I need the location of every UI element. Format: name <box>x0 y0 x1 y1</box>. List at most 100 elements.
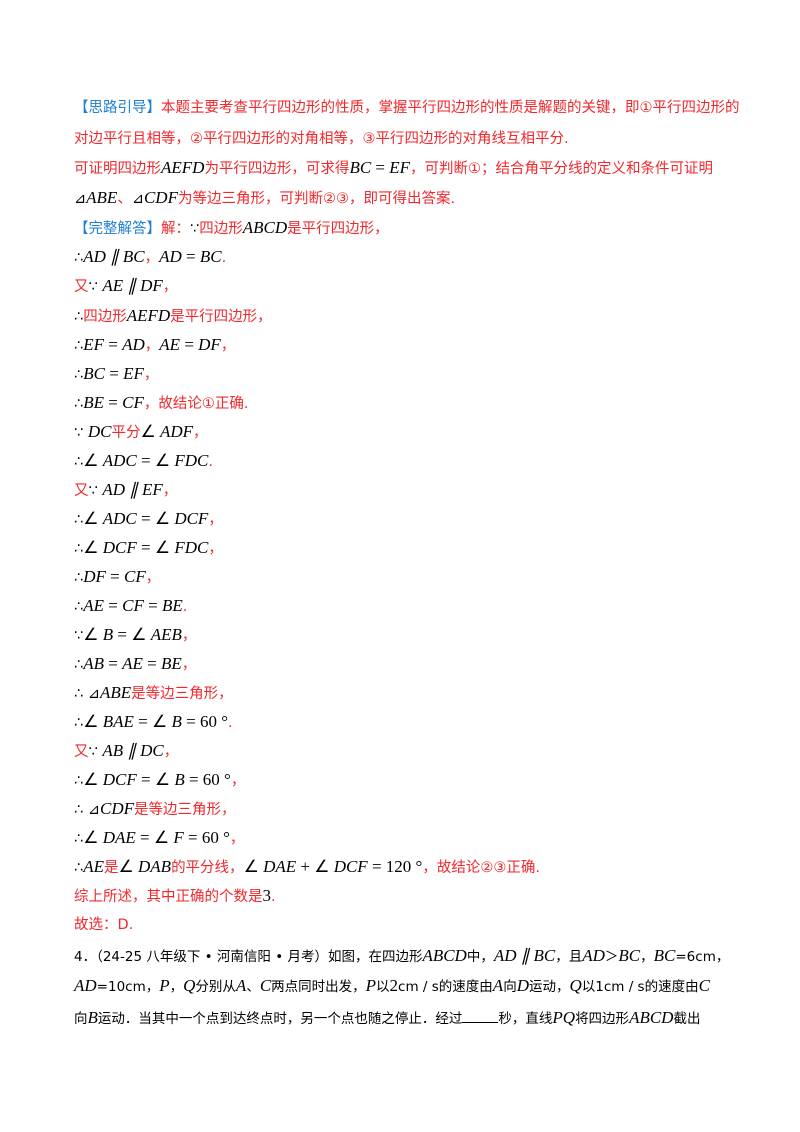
math-expression: AD <box>74 976 97 995</box>
math-expression: ∠ <box>83 770 103 789</box>
math-expression: DAB <box>138 857 172 876</box>
math-expression: ∠ <box>83 625 103 644</box>
math-expression: PQ <box>552 1008 576 1027</box>
math-expression: A <box>235 976 247 995</box>
section-label: 【完整解答】 <box>74 221 161 237</box>
solution-line: 对边平行且相等，②平行四边形的对角相等，③平行四边形的对角线互相平分. <box>74 129 569 149</box>
text-segment: 、 <box>246 979 260 995</box>
math-expression: AD <box>122 335 145 354</box>
text-segment: ， <box>181 628 197 644</box>
math-expression: = <box>105 567 124 586</box>
math-expression: = <box>181 247 200 266</box>
math-expression: DF <box>83 567 106 586</box>
solution-line: ∴AB = AE = BE， <box>74 654 196 675</box>
math-expression: BC <box>653 946 676 965</box>
math-expression: BC <box>618 946 641 965</box>
math-expression: ∠ <box>118 857 139 876</box>
math-expression: F <box>173 828 184 847</box>
text-segment: 以 <box>376 979 390 995</box>
math-expression: DC <box>87 422 112 441</box>
solution-line: ∴DF = CF， <box>74 567 160 588</box>
math-expression: BE <box>160 654 182 673</box>
text-segment: ∴ <box>74 570 84 586</box>
text-segment: ∴ <box>74 657 84 673</box>
text-segment: ， <box>640 949 654 965</box>
text-segment: 分别从 <box>195 979 236 995</box>
math-expression: = <box>104 654 123 673</box>
text-segment: ∵ <box>88 483 103 499</box>
math-expression: DCF <box>174 509 209 528</box>
math-expression: BC <box>83 364 105 383</box>
text-segment: ∴ <box>74 599 84 615</box>
text-segment: 4．（24-25 八年级下 • 河南信阳 • 月考）如图，在四边形 <box>74 949 423 965</box>
math-expression: FDC <box>174 538 209 557</box>
text-segment: 为平行四边形，可求得 <box>204 161 350 177</box>
text-segment: ，可判断①；结合角平分线的定义和条件可证明 <box>410 161 714 177</box>
math-expression: B <box>171 712 182 731</box>
text-segment: ⊿ <box>131 191 144 207</box>
text-segment: 又 <box>74 279 89 295</box>
solution-line: ∴AE是∠ DAB的平分线，∠ DAE + ∠ DCF = 120 °，故结论②… <box>74 857 540 878</box>
math-expression: = ∠ <box>135 828 174 847</box>
math-expression: Q <box>183 976 196 995</box>
math-expression: = <box>142 654 161 673</box>
text-segment: . <box>182 599 188 615</box>
solution-line: 又∵ AB ∥ DC， <box>74 741 178 762</box>
text-segment: ， <box>230 773 246 789</box>
math-expression: ADC <box>102 451 137 470</box>
text-segment: ∴ <box>74 454 84 470</box>
solution-line: ∴∠ DCF = ∠ FDC， <box>74 538 223 559</box>
text-segment: cm / s的速度由 <box>398 979 493 995</box>
text-segment: 秒，直线 <box>498 1011 553 1027</box>
math-expression: DF <box>198 335 221 354</box>
solution-line: ∴∠ ADC = ∠ FDC. <box>74 451 213 472</box>
math-expression: = <box>180 335 199 354</box>
math-expression: AEFD <box>126 306 171 325</box>
math-expression: = ∠ <box>136 538 175 557</box>
text-segment: 是平行四边形， <box>287 221 389 237</box>
math-expression: = <box>143 596 162 615</box>
math-expression: DCF <box>333 857 368 876</box>
text-segment: 本题主要考查平行四边形的性质，掌握平行四边形的性质是解题的关键，即①平行四边形的 <box>161 100 740 116</box>
solution-line: ∵∠ B = ∠ AEB， <box>74 625 196 646</box>
math-expression: = <box>371 158 390 177</box>
math-expression: ABE <box>86 188 118 207</box>
math-expression: AB ∥ DC <box>102 741 164 760</box>
math-expression: EF <box>123 364 144 383</box>
text-segment: ，故结论①正确. <box>143 396 249 412</box>
math-expression: DCF <box>102 770 137 789</box>
math-expression: CDF <box>143 188 178 207</box>
text-segment: ， <box>208 512 223 528</box>
math-expression: = <box>104 596 123 615</box>
text-segment: 以1cm / s的速度由 <box>581 979 699 995</box>
text-segment: ， <box>143 367 159 383</box>
math-expression: ABCD <box>422 946 467 965</box>
text-segment: ， <box>193 425 208 441</box>
text-segment: ∴ <box>74 773 84 789</box>
math-expression: Q <box>569 976 582 995</box>
text-segment: 可证明四边形 <box>74 161 161 177</box>
text-segment: 的平分线， <box>171 860 244 876</box>
text-segment: ∵ <box>190 221 200 237</box>
math-expression: EF <box>83 335 105 354</box>
text-segment: ， <box>163 744 179 760</box>
text-segment: ∴ <box>74 715 84 731</box>
text-segment: . <box>271 889 276 905</box>
math-expression: FDC <box>174 451 209 470</box>
text-segment: 运动．当其中一个点到达终点时，另一个点也随之停止．经过 <box>97 1011 463 1027</box>
math-expression: BE <box>161 596 183 615</box>
math-expression: BC <box>349 158 372 177</box>
math-expression: B <box>102 625 114 644</box>
solution-line: ∴BE = CF，故结论①正确. <box>74 393 248 414</box>
answer-blank <box>462 1008 499 1023</box>
solution-line: 【思路引导】本题主要考查平行四边形的性质，掌握平行四边形的性质是解题的关键，即①… <box>74 98 740 118</box>
math-expression: P <box>365 976 377 995</box>
math-expression: AE <box>83 596 105 615</box>
text-segment: 向 <box>74 1011 88 1027</box>
text-segment: ， <box>162 279 178 295</box>
text-segment: . <box>221 250 227 266</box>
solution-line: ∴∠ DAE = ∠ F = 60 °， <box>74 828 244 849</box>
text-segment: . <box>208 454 213 470</box>
math-expression: P <box>159 976 170 995</box>
text-segment: 是等边三角形， <box>131 686 233 702</box>
